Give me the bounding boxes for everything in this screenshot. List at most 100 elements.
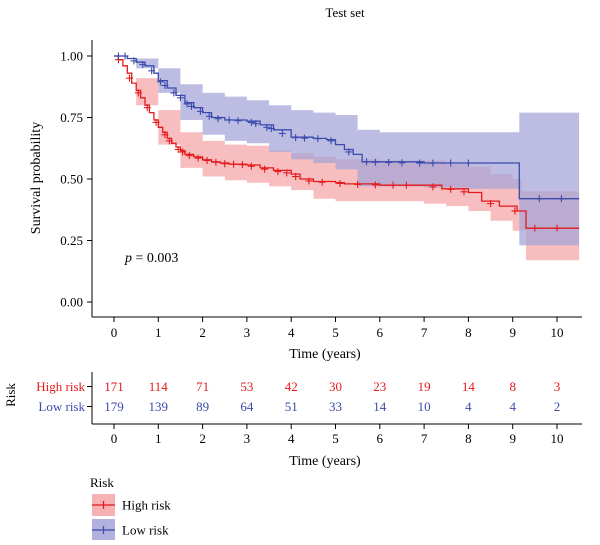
censor-mark (292, 134, 300, 142)
risk-x-tick-label: 4 (288, 431, 295, 446)
censor-mark (134, 89, 142, 97)
legend: Risk High risk Low risk (90, 475, 171, 541)
censor-mark (179, 148, 187, 156)
risk-x-tick-label: 7 (421, 431, 428, 446)
x-tick-label: 4 (288, 325, 295, 340)
risk-x-tick-label: 5 (332, 431, 339, 446)
risk-row-label: Low risk (38, 399, 85, 414)
censor-mark (460, 188, 468, 196)
censor-mark (398, 159, 406, 167)
censor-mark (263, 123, 271, 131)
censor-mark (203, 157, 211, 165)
risk-count: 139 (149, 399, 169, 414)
risk-x-tick-label: 1 (155, 431, 162, 446)
censor-mark (363, 158, 371, 166)
risk-count: 64 (240, 399, 254, 414)
censor-mark (371, 158, 379, 166)
censor-mark (371, 181, 379, 189)
censor-mark (230, 160, 238, 168)
censor-mark (170, 89, 178, 97)
risk-x-tick-label: 3 (244, 431, 251, 446)
censor-mark (300, 134, 308, 142)
censor-mark (447, 159, 455, 167)
risk-x-tick-label: 2 (199, 431, 206, 446)
censor-mark (165, 137, 173, 145)
censor-mark (247, 118, 255, 126)
risk-count: 14 (373, 399, 387, 414)
censor-mark (314, 135, 322, 143)
censor-mark (185, 152, 193, 160)
x-tick-label: 7 (421, 325, 428, 340)
censor-mark (212, 158, 220, 166)
legend-item-low-risk: Low risk (92, 519, 169, 541)
censor-mark (225, 116, 233, 124)
censor-mark (447, 185, 455, 193)
censor-mark (252, 120, 260, 128)
censor-mark (402, 181, 410, 189)
risk-count: 114 (149, 379, 169, 394)
censor-mark (292, 173, 300, 181)
censor-mark (161, 131, 169, 139)
risk-count: 33 (329, 399, 342, 414)
plot-area (114, 52, 580, 261)
x-tick-label: 9 (509, 325, 516, 340)
risk-count: 19 (418, 379, 431, 394)
risk-row-label: High risk (36, 379, 85, 394)
censor-mark (327, 137, 335, 145)
risk-count: 4 (509, 399, 516, 414)
y-tick-label: 0.25 (60, 233, 83, 248)
censor-mark (196, 107, 204, 115)
survival-curve-low-risk (114, 55, 580, 200)
legend-items: High risk Low risk (92, 494, 171, 541)
risk-table-x-ticks: 0 1 2 3 4 5 6 7 8 9 10 (111, 424, 564, 446)
p-value-annotation: p = 0.003 (124, 251, 178, 266)
risk-x-tick-label: 0 (111, 431, 118, 446)
censor-mark (176, 94, 184, 102)
risk-count: 53 (240, 379, 253, 394)
ci-band-low-risk (114, 56, 580, 246)
censor-mark (345, 148, 353, 156)
x-tick-label: 8 (465, 325, 472, 340)
censor-mark (429, 159, 437, 167)
censor-mark (221, 160, 229, 168)
censor-mark (511, 207, 519, 215)
x-axis-label: Time (years) (289, 347, 361, 362)
legend-title: Risk (90, 475, 114, 490)
x-tick-label: 3 (244, 325, 251, 340)
censor-mark (318, 178, 326, 186)
x-tick-label: 10 (551, 325, 564, 340)
risk-count: 51 (285, 399, 298, 414)
risk-count: 23 (373, 379, 386, 394)
censor-mark (148, 67, 156, 75)
censor-mark (194, 154, 202, 162)
censor-mark (354, 180, 362, 188)
censor-mark (238, 161, 246, 169)
risk-count: 8 (509, 379, 516, 394)
x-tick-label: 0 (111, 325, 118, 340)
censor-mark (214, 115, 222, 123)
risk-count: 71 (196, 379, 209, 394)
censor-mark (336, 179, 344, 187)
censor-mark (305, 177, 313, 185)
censor-mark (261, 165, 269, 173)
censor-mark (278, 129, 286, 137)
censor-mark (152, 118, 160, 126)
risk-count: 179 (104, 399, 124, 414)
censor-mark (283, 169, 291, 177)
confidence-bands (114, 56, 580, 261)
risk-count: 30 (329, 379, 342, 394)
censor-mark (139, 61, 147, 69)
risk-table-title: Risk (3, 383, 18, 407)
legend-label: Low risk (122, 523, 169, 538)
y-tick-label: 0.00 (60, 295, 83, 310)
p-value-text: = 0.003 (132, 251, 178, 266)
censor-mark (531, 224, 539, 232)
y-tick-label: 1.00 (60, 49, 83, 64)
risk-count: 4 (465, 399, 472, 414)
legend-item-high-risk: High risk (92, 494, 171, 516)
censor-mark (126, 74, 134, 82)
y-tick-label: 0.75 (60, 110, 83, 125)
risk-count: 2 (554, 399, 561, 414)
x-tick-label: 5 (332, 325, 339, 340)
risk-x-tick-label: 10 (551, 431, 564, 446)
